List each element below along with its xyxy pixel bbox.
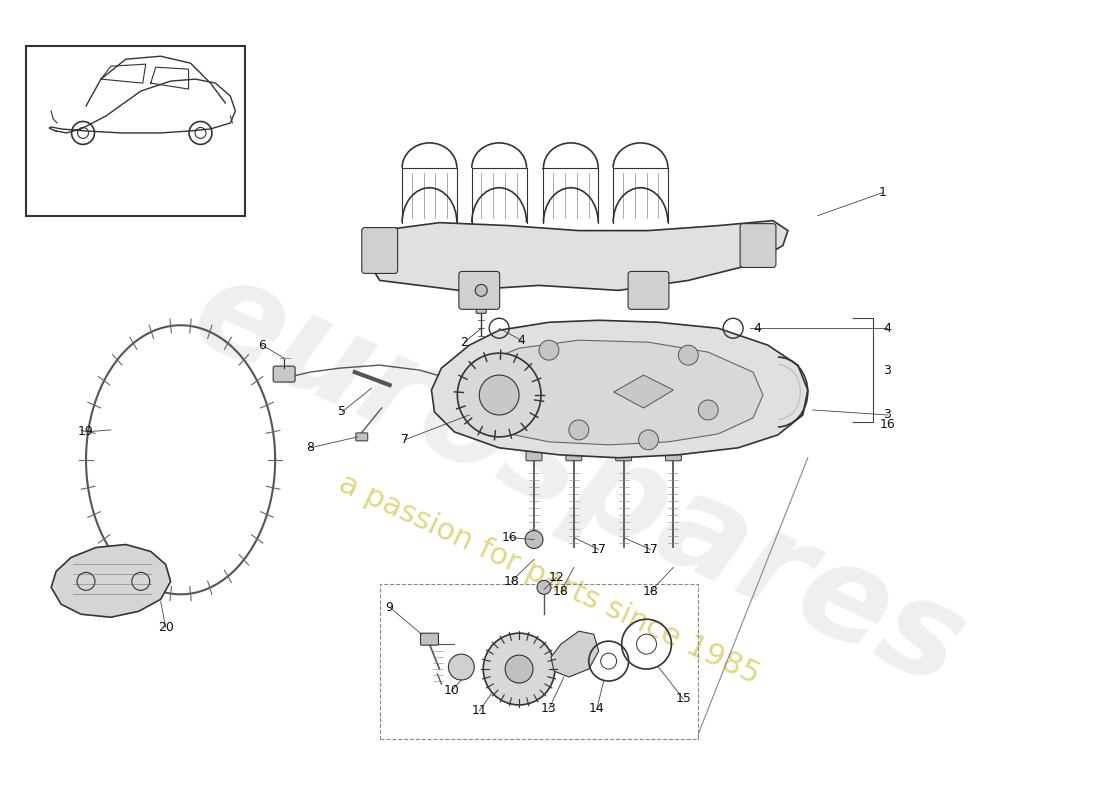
Circle shape xyxy=(569,420,589,440)
Circle shape xyxy=(679,345,699,365)
Text: 19: 19 xyxy=(78,426,94,438)
Text: 16: 16 xyxy=(502,531,517,544)
FancyBboxPatch shape xyxy=(628,271,669,310)
FancyBboxPatch shape xyxy=(616,449,631,461)
Text: 18: 18 xyxy=(642,585,659,598)
Text: 12: 12 xyxy=(549,571,564,584)
Text: 1: 1 xyxy=(879,186,887,199)
Bar xyxy=(26,46,245,216)
Text: 7: 7 xyxy=(400,434,408,446)
Circle shape xyxy=(539,340,559,360)
Circle shape xyxy=(458,353,541,437)
Text: eurospares: eurospares xyxy=(174,246,983,714)
Text: 8: 8 xyxy=(306,442,313,454)
Circle shape xyxy=(505,655,534,683)
Circle shape xyxy=(483,633,554,705)
Text: 17: 17 xyxy=(642,543,659,556)
Text: 18: 18 xyxy=(553,585,569,598)
Polygon shape xyxy=(367,221,788,290)
Circle shape xyxy=(449,654,474,680)
Text: 18: 18 xyxy=(503,575,519,588)
Circle shape xyxy=(638,430,659,450)
Text: 10: 10 xyxy=(443,685,460,698)
Polygon shape xyxy=(464,340,763,445)
Circle shape xyxy=(698,400,718,420)
FancyBboxPatch shape xyxy=(273,366,295,382)
Polygon shape xyxy=(431,320,807,458)
Circle shape xyxy=(480,375,519,415)
FancyBboxPatch shape xyxy=(355,433,367,441)
Text: 3: 3 xyxy=(883,364,891,377)
FancyBboxPatch shape xyxy=(420,633,439,645)
FancyBboxPatch shape xyxy=(666,449,681,461)
Text: 2: 2 xyxy=(461,336,469,349)
Text: 11: 11 xyxy=(472,705,487,718)
Circle shape xyxy=(525,530,543,549)
Text: 4: 4 xyxy=(517,334,525,346)
Text: 5: 5 xyxy=(338,406,345,418)
Text: 14: 14 xyxy=(588,702,605,715)
Text: 13: 13 xyxy=(541,702,557,715)
FancyBboxPatch shape xyxy=(740,224,776,267)
Polygon shape xyxy=(551,631,598,677)
Text: 17: 17 xyxy=(591,543,607,556)
Polygon shape xyxy=(52,545,170,618)
Polygon shape xyxy=(614,375,673,408)
Text: 9: 9 xyxy=(386,601,394,614)
Text: 20: 20 xyxy=(157,621,174,634)
FancyBboxPatch shape xyxy=(526,449,542,461)
Circle shape xyxy=(537,580,551,594)
Text: 3: 3 xyxy=(883,409,891,422)
FancyBboxPatch shape xyxy=(362,228,397,274)
Text: 4: 4 xyxy=(754,322,761,334)
FancyBboxPatch shape xyxy=(476,306,486,314)
FancyBboxPatch shape xyxy=(459,271,499,310)
Text: 16: 16 xyxy=(880,418,895,431)
Text: 15: 15 xyxy=(675,693,691,706)
Text: 4: 4 xyxy=(883,322,891,334)
Circle shape xyxy=(475,285,487,296)
Bar xyxy=(379,584,698,739)
Text: a passion for parts since 1985: a passion for parts since 1985 xyxy=(334,469,764,690)
FancyBboxPatch shape xyxy=(565,449,582,461)
Text: 6: 6 xyxy=(258,338,266,352)
